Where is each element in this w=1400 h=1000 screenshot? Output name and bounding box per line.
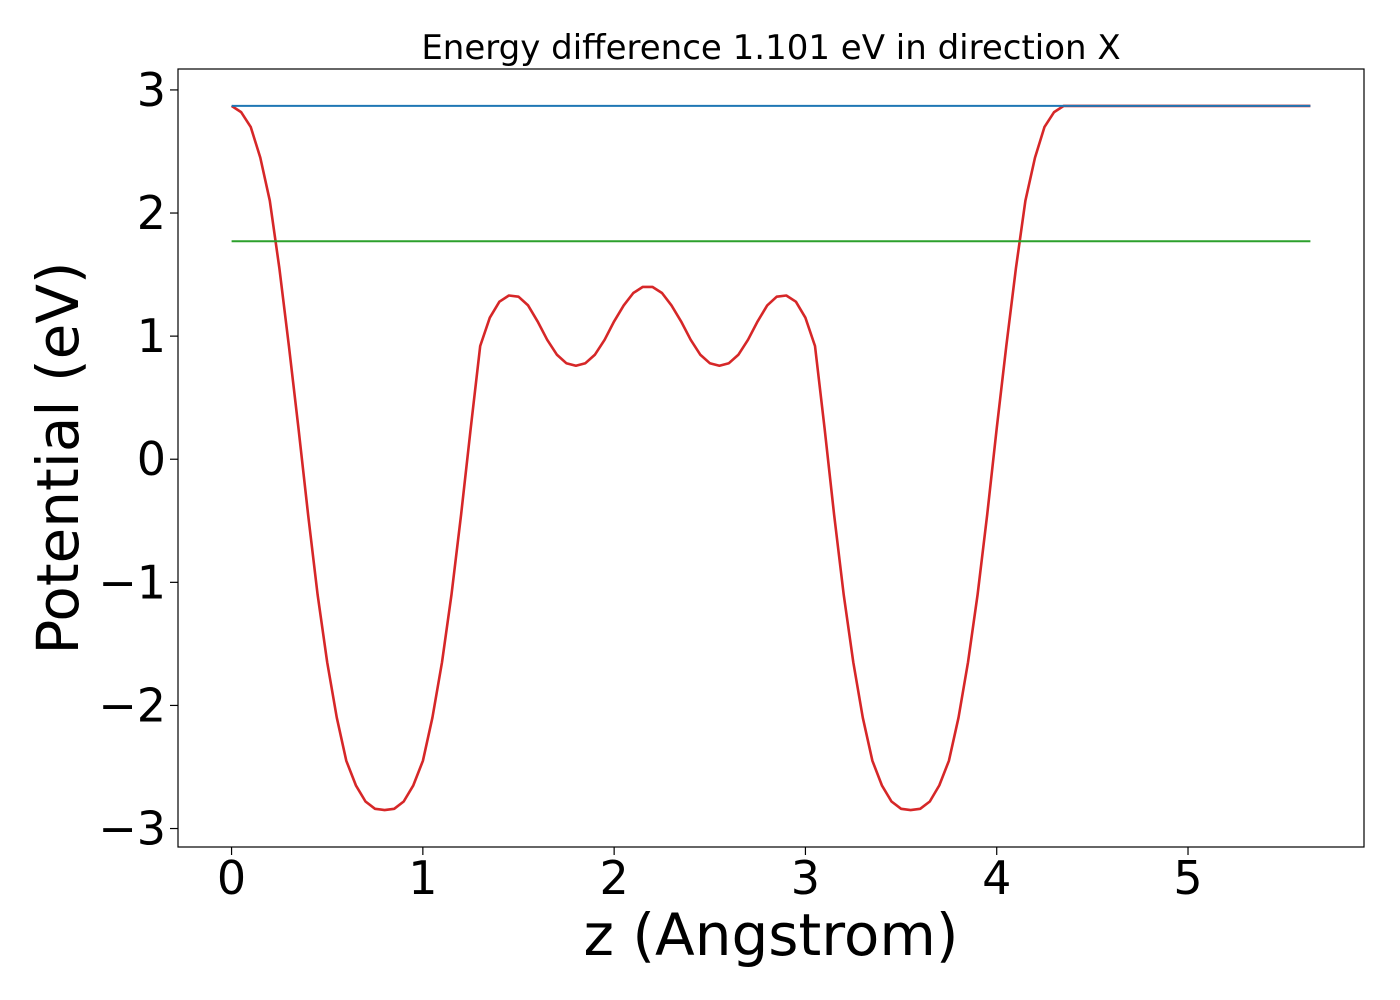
y-tick-label: −1 <box>98 555 166 609</box>
x-tick-label: 0 <box>217 851 246 905</box>
y-axis-label: Potential (eV) <box>24 261 92 654</box>
x-tick-label: 5 <box>1173 851 1202 905</box>
y-tick-label: 3 <box>137 63 166 117</box>
x-axis-label: z (Angstrom) <box>584 901 959 969</box>
y-tick-label: 2 <box>137 186 166 240</box>
y-tick-label: 0 <box>137 432 166 486</box>
x-tick-label: 2 <box>600 851 629 905</box>
plot-frame <box>177 68 1365 848</box>
x-tick-label: 4 <box>982 851 1011 905</box>
series-line-0 <box>230 104 1311 812</box>
series-layer <box>230 104 1311 812</box>
x-tick-label: 1 <box>408 851 437 905</box>
chart-title: Energy difference 1.101 eV in direction … <box>421 28 1120 68</box>
y-axis: 3 2 1 0 −1 −2 −3 <box>98 63 178 856</box>
x-tick-label: 3 <box>791 851 820 905</box>
y-tick-label: −2 <box>98 678 166 732</box>
y-tick-label: −3 <box>98 802 166 856</box>
y-tick-label: 1 <box>137 309 166 363</box>
x-axis: 0 1 2 3 4 5 <box>217 847 1203 905</box>
